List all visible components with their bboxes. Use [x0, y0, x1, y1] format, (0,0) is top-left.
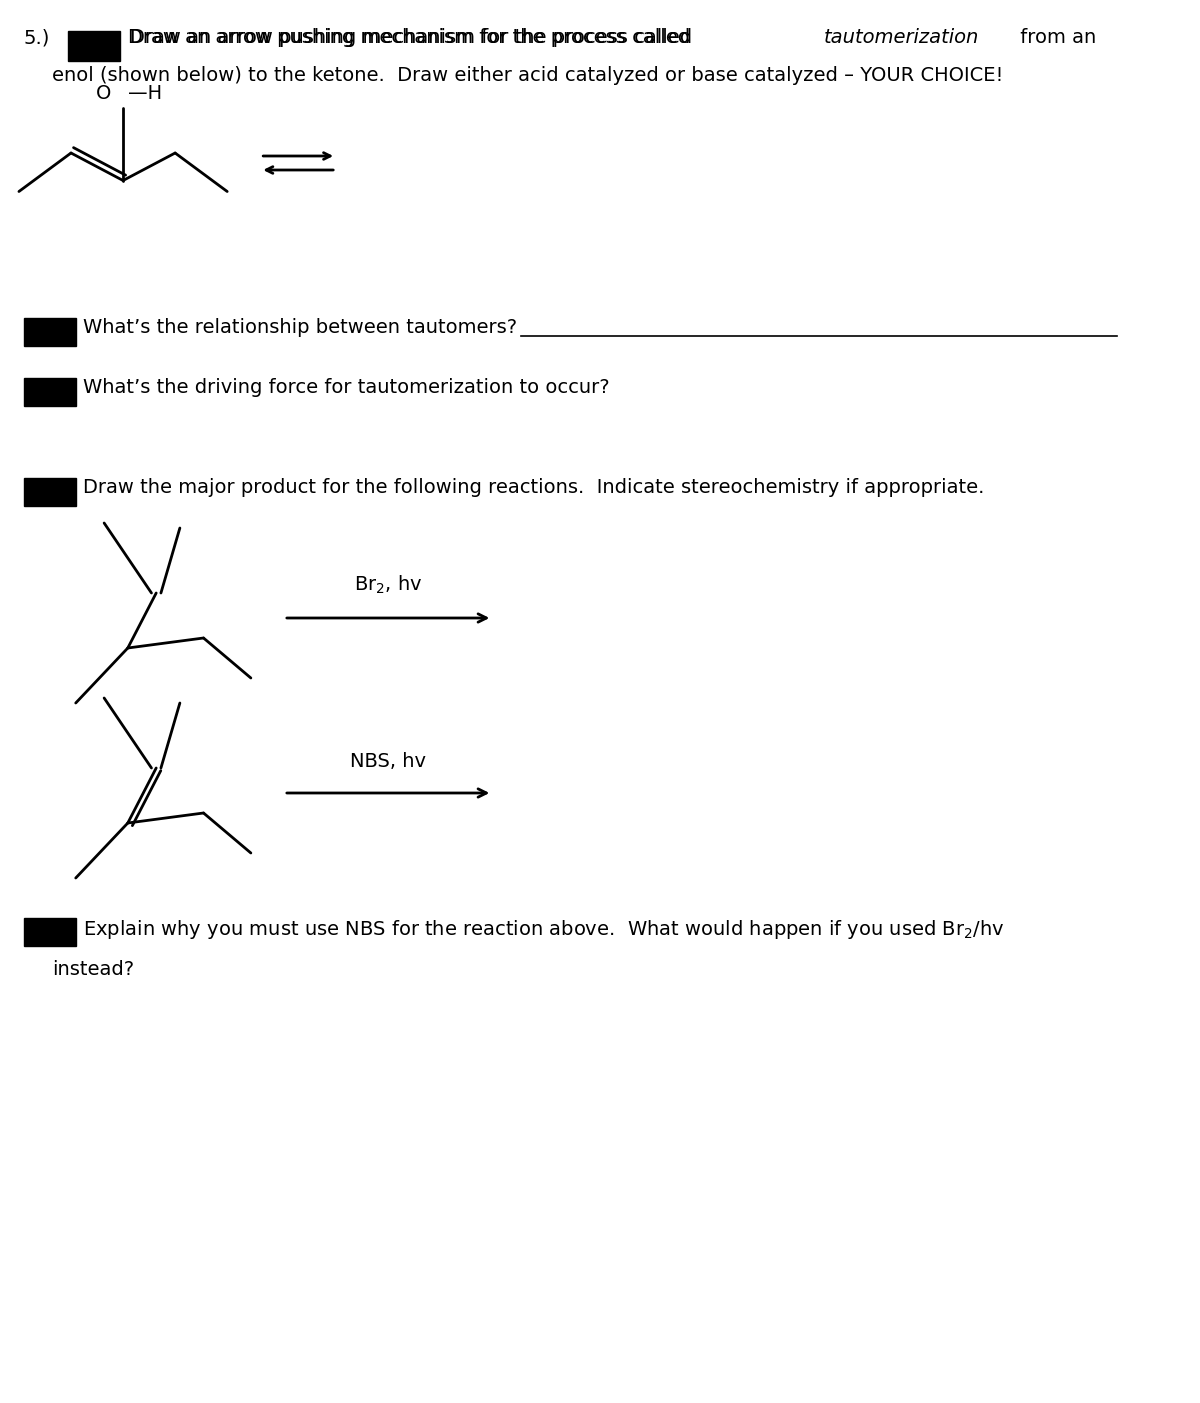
Text: Br$_2$, hv: Br$_2$, hv: [354, 574, 422, 596]
Text: —H: —H: [128, 84, 162, 102]
FancyBboxPatch shape: [24, 478, 76, 506]
FancyBboxPatch shape: [24, 377, 76, 405]
Text: tautomerization: tautomerization: [824, 28, 979, 46]
Text: Draw the major product for the following reactions.  Indicate stereochemistry if: Draw the major product for the following…: [83, 478, 985, 497]
FancyBboxPatch shape: [68, 31, 120, 60]
Text: Draw an arrow pushing mechanism for the process called: Draw an arrow pushing mechanism for the …: [128, 28, 696, 46]
Text: enol (shown below) to the ketone.  Draw either acid catalyzed or base catalyzed : enol (shown below) to the ketone. Draw e…: [52, 66, 1003, 86]
Text: What’s the driving force for tautomerization to occur?: What’s the driving force for tautomeriza…: [83, 377, 610, 397]
Text: Draw an arrow pushing mechanism for the process called: Draw an arrow pushing mechanism for the …: [130, 28, 698, 46]
Text: instead?: instead?: [52, 960, 134, 979]
FancyBboxPatch shape: [24, 918, 76, 946]
Text: Explain why you must use NBS for the reaction above.  What would happen if you u: Explain why you must use NBS for the rea…: [83, 918, 1006, 941]
Text: NBS, hv: NBS, hv: [350, 752, 426, 772]
Text: What’s the relationship between tautomers?: What’s the relationship between tautomer…: [83, 318, 517, 337]
FancyBboxPatch shape: [24, 318, 76, 347]
Text: 5.): 5.): [24, 28, 50, 46]
Text: from an: from an: [1014, 28, 1096, 46]
Text: O: O: [96, 84, 112, 102]
